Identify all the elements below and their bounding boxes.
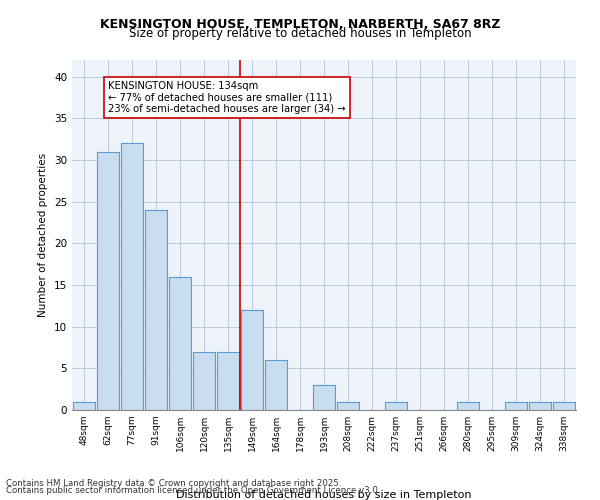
- Bar: [457, 402, 479, 410]
- Bar: [265, 360, 287, 410]
- Bar: [241, 310, 263, 410]
- Bar: [553, 402, 575, 410]
- Bar: [121, 144, 143, 410]
- Text: KENSINGTON HOUSE, TEMPLETON, NARBERTH, SA67 8RZ: KENSINGTON HOUSE, TEMPLETON, NARBERTH, S…: [100, 18, 500, 30]
- Text: Contains HM Land Registry data © Crown copyright and database right 2025.: Contains HM Land Registry data © Crown c…: [6, 478, 341, 488]
- Bar: [313, 385, 335, 410]
- Bar: [193, 352, 215, 410]
- Bar: [97, 152, 119, 410]
- Bar: [73, 402, 95, 410]
- Bar: [505, 402, 527, 410]
- Bar: [145, 210, 167, 410]
- Bar: [217, 352, 239, 410]
- X-axis label: Distribution of detached houses by size in Templeton: Distribution of detached houses by size …: [176, 490, 472, 500]
- Bar: [529, 402, 551, 410]
- Bar: [385, 402, 407, 410]
- Bar: [337, 402, 359, 410]
- Y-axis label: Number of detached properties: Number of detached properties: [38, 153, 49, 317]
- Bar: [169, 276, 191, 410]
- Text: Size of property relative to detached houses in Templeton: Size of property relative to detached ho…: [128, 28, 472, 40]
- Text: KENSINGTON HOUSE: 134sqm
← 77% of detached houses are smaller (111)
23% of semi-: KENSINGTON HOUSE: 134sqm ← 77% of detach…: [108, 81, 346, 114]
- Text: Contains public sector information licensed under the Open Government Licence v3: Contains public sector information licen…: [6, 486, 380, 495]
